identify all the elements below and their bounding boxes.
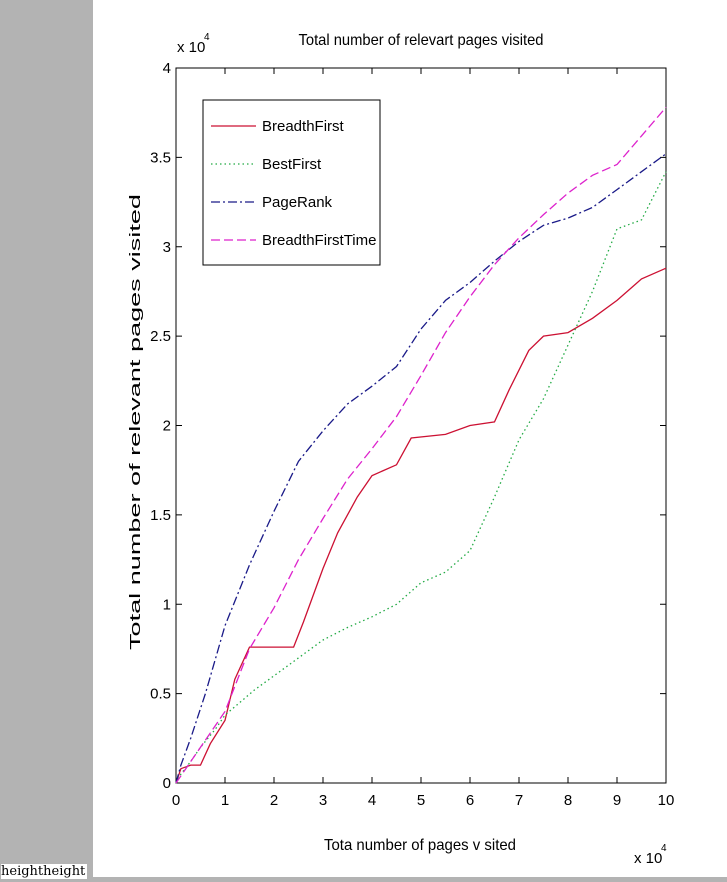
x-tick-label: 2 <box>270 792 278 809</box>
series-line-breadthfirst <box>175 267 667 784</box>
y-tick-label: 1 <box>163 596 171 613</box>
x-tick-label: 1 <box>221 792 229 809</box>
x-tick-label: 3 <box>319 792 327 809</box>
y-tick-label: 3.5 <box>150 149 171 166</box>
x-multiplier-exponent: 4 <box>661 843 667 854</box>
legend-entry-label: PageRank <box>262 194 333 211</box>
y-tick-label: 2 <box>163 418 171 435</box>
y-axis-label: Total number of relevant pages visited <box>127 194 144 650</box>
x-tick-label: 9 <box>613 792 621 809</box>
y-tick-label: 0.5 <box>150 686 171 703</box>
legend-entry-label: BestFirst <box>262 156 322 173</box>
y-tick-label: 1.5 <box>150 507 171 524</box>
x-tick-label: 0 <box>172 792 180 809</box>
x-tick-label: 10 <box>658 792 675 809</box>
y-multiplier-exponent: 4 <box>204 32 210 43</box>
y-multiplier: x 10 <box>177 39 205 56</box>
y-tick-label: 3 <box>163 239 171 256</box>
legend-box <box>202 99 381 266</box>
legend: BreadthFirst BestFirst PageRank BreadthFirs… <box>202 99 381 266</box>
legend-entry-label: BreadthFirstTime <box>262 232 376 249</box>
stray-text: heightheight <box>1 864 88 879</box>
chart-title: Total number of relevart pages visited <box>299 32 544 49</box>
series-layer <box>175 106 667 784</box>
x-tick-label: 8 <box>564 792 572 809</box>
x-tick-label: 6 <box>466 792 474 809</box>
y-tick-label: 4 <box>163 60 171 77</box>
x-tick-label: 4 <box>368 792 376 809</box>
x-tick-label: 7 <box>515 792 523 809</box>
series-line-breadthfirsttime <box>175 106 667 784</box>
y-tick-label: 2.5 <box>150 328 171 345</box>
axis-ticks: 0 1 2 3 4 5 6 7 8 9 10 0 0.5 1 1.5 2 2.5 3 3.5 4 <box>150 60 674 809</box>
x-axis-label: Tota number of pages v sited <box>324 837 516 854</box>
series-line-bestfirst <box>175 171 667 784</box>
page-left-margin <box>0 0 93 882</box>
page-bottom-rule <box>93 877 727 882</box>
legend-entry-label: BreadthFirst <box>262 118 345 135</box>
series-line-pagerank <box>175 153 667 784</box>
x-tick-label: 5 <box>417 792 425 809</box>
x-multiplier: x 10 <box>634 850 662 867</box>
y-tick-label: 0 <box>163 775 171 792</box>
